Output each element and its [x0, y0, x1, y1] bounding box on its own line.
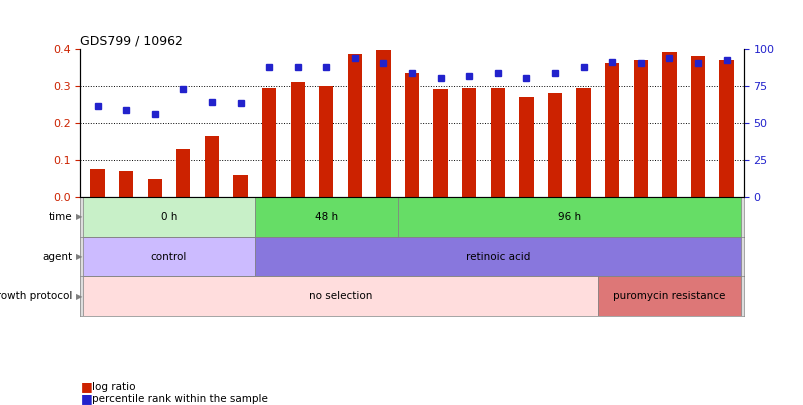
Bar — [119, 171, 133, 197]
Bar — [84, 197, 255, 237]
Bar — [148, 179, 161, 197]
Bar — [233, 175, 247, 197]
Text: retinoic acid: retinoic acid — [465, 252, 529, 262]
Bar — [605, 64, 618, 197]
Bar — [290, 82, 304, 197]
Bar — [397, 197, 740, 237]
Bar — [255, 237, 740, 276]
Bar — [405, 73, 418, 197]
Bar — [576, 87, 590, 197]
Text: 0 h: 0 h — [161, 212, 177, 222]
Text: percentile rank within the sample: percentile rank within the sample — [92, 394, 268, 404]
Bar — [205, 136, 218, 197]
Bar — [719, 60, 733, 197]
Bar — [90, 169, 104, 197]
Bar — [176, 149, 190, 197]
Text: 96 h: 96 h — [557, 212, 580, 222]
Text: ■: ■ — [80, 392, 92, 405]
Text: no selection: no selection — [308, 291, 372, 301]
Text: agent: agent — [43, 252, 72, 262]
Bar — [347, 54, 361, 197]
Text: log ratio: log ratio — [92, 382, 136, 392]
Text: ▶: ▶ — [76, 212, 83, 222]
Text: growth protocol: growth protocol — [0, 291, 72, 301]
Text: 48 h: 48 h — [314, 212, 337, 222]
Text: GDS799 / 10962: GDS799 / 10962 — [80, 34, 183, 47]
Bar — [662, 52, 675, 197]
Bar — [490, 87, 504, 197]
Bar — [597, 276, 740, 316]
Text: puromycin resistance: puromycin resistance — [613, 291, 724, 301]
Bar — [255, 197, 397, 237]
Text: time: time — [49, 212, 72, 222]
Bar — [462, 87, 476, 197]
Bar — [433, 90, 447, 197]
Bar — [690, 56, 704, 197]
Bar — [84, 237, 255, 276]
Bar — [519, 97, 533, 197]
Text: ▶: ▶ — [76, 252, 83, 261]
Bar — [84, 276, 597, 316]
Text: ▶: ▶ — [76, 292, 83, 301]
Bar — [547, 93, 561, 197]
Text: control: control — [151, 252, 187, 262]
Bar — [319, 86, 333, 197]
Text: ■: ■ — [80, 380, 92, 393]
Bar — [633, 60, 647, 197]
Bar — [376, 51, 390, 197]
Bar — [262, 87, 276, 197]
